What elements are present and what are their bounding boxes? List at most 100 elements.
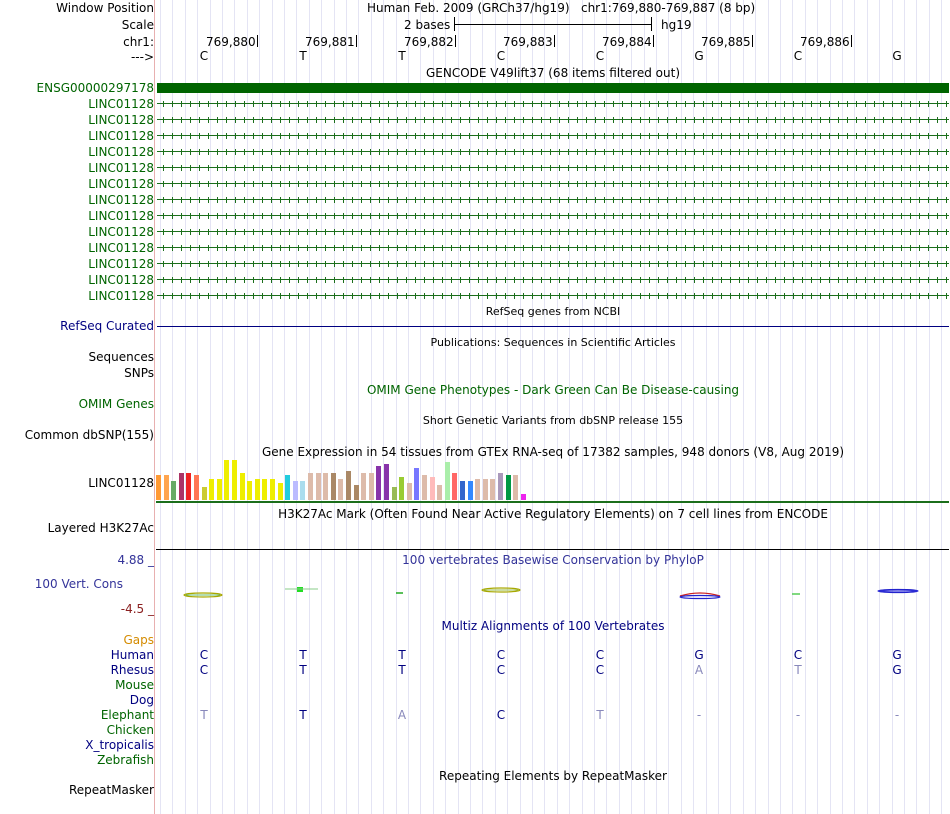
gencode-transcript[interactable] (157, 101, 949, 107)
gtex-tissue-bar[interactable] (224, 460, 230, 500)
gtex-tissue-bar[interactable] (505, 475, 511, 500)
gtex-tissue-bar[interactable] (361, 473, 367, 500)
gtex-tissue-bar[interactable] (194, 475, 199, 500)
h3k27ac-label[interactable]: Layered H3K27Ac (47, 521, 154, 535)
gaps-label[interactable]: Gaps (123, 633, 154, 647)
gtex-tissue-bar[interactable] (247, 481, 253, 500)
guide-line (185, 0, 186, 814)
gencode-item-label-main[interactable]: ENSG00000297178 (36, 81, 154, 95)
species-label[interactable]: Mouse (115, 678, 154, 692)
species-label[interactable]: X_tropicalis (85, 738, 154, 752)
gtex-tissue-bar[interactable] (315, 473, 321, 500)
gencode-item-label[interactable]: LINC01128 (88, 161, 154, 175)
gtex-tissue-bar[interactable] (216, 479, 222, 500)
species-label[interactable]: Dog (129, 693, 154, 707)
gencode-item-label[interactable]: LINC01128 (88, 273, 154, 287)
gtex-tissue-bar[interactable] (254, 479, 260, 500)
species-label[interactable]: Chicken (106, 723, 154, 737)
gtex-tissue-bar[interactable] (490, 479, 496, 500)
gtex-tissue-bar[interactable] (368, 473, 374, 500)
gtex-tissue-bar[interactable] (437, 485, 443, 500)
guide-line (222, 0, 223, 814)
gencode-transcript[interactable] (157, 213, 949, 219)
gtex-tissue-bar[interactable] (186, 473, 192, 500)
gtex-tissue-bar[interactable] (429, 477, 435, 500)
gencode-item-label[interactable]: LINC01128 (88, 289, 154, 303)
gtex-tissue-bar[interactable] (399, 477, 405, 500)
gtex-tissue-bar[interactable] (498, 473, 503, 500)
gtex-tissue-bar[interactable] (460, 481, 465, 500)
gencode-transcript[interactable] (157, 165, 949, 171)
gtex-tissue-bar[interactable] (156, 475, 161, 500)
gtex-tissue-bar[interactable] (475, 479, 481, 500)
gtex-tissue-bar[interactable] (270, 479, 275, 500)
gtex-label[interactable]: LINC01128 (88, 476, 154, 490)
repeatmasker-label[interactable]: RepeatMasker (68, 783, 154, 797)
gtex-tissue-bar[interactable] (482, 479, 488, 500)
gtex-tissue-bar[interactable] (285, 475, 291, 500)
gencode-transcript[interactable] (157, 229, 949, 235)
publications-label-sequences[interactable]: Sequences (88, 350, 154, 364)
dbsnp-label[interactable]: Common dbSNP(155) (24, 428, 154, 442)
omim-label[interactable]: OMIM Genes (78, 397, 154, 411)
gtex-tissue-bar[interactable] (414, 468, 420, 500)
gtex-tissue-bar[interactable] (300, 481, 306, 500)
gtex-tissue-bar[interactable] (171, 481, 177, 500)
gencode-item-label[interactable]: LINC01128 (88, 225, 154, 239)
gencode-item-label[interactable]: LINC01128 (88, 209, 154, 223)
gtex-tissue-bar[interactable] (323, 473, 329, 500)
gencode-item-label[interactable]: LINC01128 (88, 193, 154, 207)
gencode-gene-block[interactable] (157, 83, 949, 93)
gtex-tissue-bar[interactable] (201, 487, 207, 500)
refseq-gene-line[interactable] (157, 326, 949, 327)
species-label[interactable]: Elephant (100, 708, 154, 722)
gtex-tissue-bar[interactable] (209, 479, 215, 500)
gtex-tissue-bar[interactable] (376, 466, 382, 500)
gtex-tissue-bar[interactable] (163, 475, 169, 500)
refseq-label[interactable]: RefSeq Curated (60, 319, 154, 333)
gencode-transcript[interactable] (157, 197, 949, 203)
gtex-tissue-bar[interactable] (520, 494, 526, 500)
gencode-item-label[interactable]: LINC01128 (88, 145, 154, 159)
species-label[interactable]: Human (110, 648, 154, 662)
gencode-item-label[interactable]: LINC01128 (88, 241, 154, 255)
gtex-tissue-bar[interactable] (292, 481, 298, 500)
gencode-transcript[interactable] (157, 245, 949, 251)
gencode-item-label[interactable]: LINC01128 (88, 129, 154, 143)
gtex-tissue-bar[interactable] (232, 460, 237, 500)
gencode-transcript[interactable] (157, 277, 949, 283)
gtex-tissue-bar[interactable] (239, 473, 245, 500)
gencode-item-label[interactable]: LINC01128 (88, 257, 154, 271)
gtex-tissue-bar[interactable] (308, 473, 313, 500)
gtex-tissue-bar[interactable] (346, 471, 351, 500)
gtex-tissue-bar[interactable] (422, 475, 427, 500)
gtex-tissue-bar[interactable] (338, 479, 344, 500)
gencode-item-label[interactable]: LINC01128 (88, 113, 154, 127)
species-label[interactable]: Rhesus (110, 663, 154, 677)
gtex-tissue-bar[interactable] (262, 479, 268, 500)
gencode-transcript[interactable] (157, 149, 949, 155)
gencode-item-label[interactable]: LINC01128 (88, 177, 154, 191)
gencode-transcript[interactable] (157, 261, 949, 267)
gtex-tissue-bar[interactable] (444, 462, 450, 500)
gtex-tissue-bar[interactable] (467, 481, 473, 500)
species-label[interactable]: Zebrafish (97, 753, 154, 767)
gtex-tissue-bar[interactable] (513, 475, 519, 500)
gtex-tissue-bar[interactable] (277, 483, 283, 500)
gtex-tissue-bar[interactable] (353, 485, 359, 500)
gtex-tissue-bar[interactable] (384, 464, 389, 500)
gencode-transcript[interactable] (157, 181, 949, 187)
gtex-tissue-bar[interactable] (330, 473, 336, 500)
guide-line (234, 0, 235, 814)
gtex-expression-chart[interactable] (156, 458, 556, 500)
gtex-tissue-bar[interactable] (452, 473, 458, 500)
publications-label-snps[interactable]: SNPs (124, 366, 154, 380)
gencode-transcript[interactable] (157, 293, 949, 299)
phylop-label[interactable]: 100 Vert. Cons (34, 577, 123, 591)
gencode-transcript[interactable] (157, 133, 949, 139)
gencode-item-label[interactable]: LINC01128 (88, 97, 154, 111)
gencode-transcript[interactable] (157, 117, 949, 123)
gtex-tissue-bar[interactable] (391, 487, 397, 500)
gtex-tissue-bar[interactable] (406, 483, 412, 500)
gtex-tissue-bar[interactable] (178, 473, 184, 500)
